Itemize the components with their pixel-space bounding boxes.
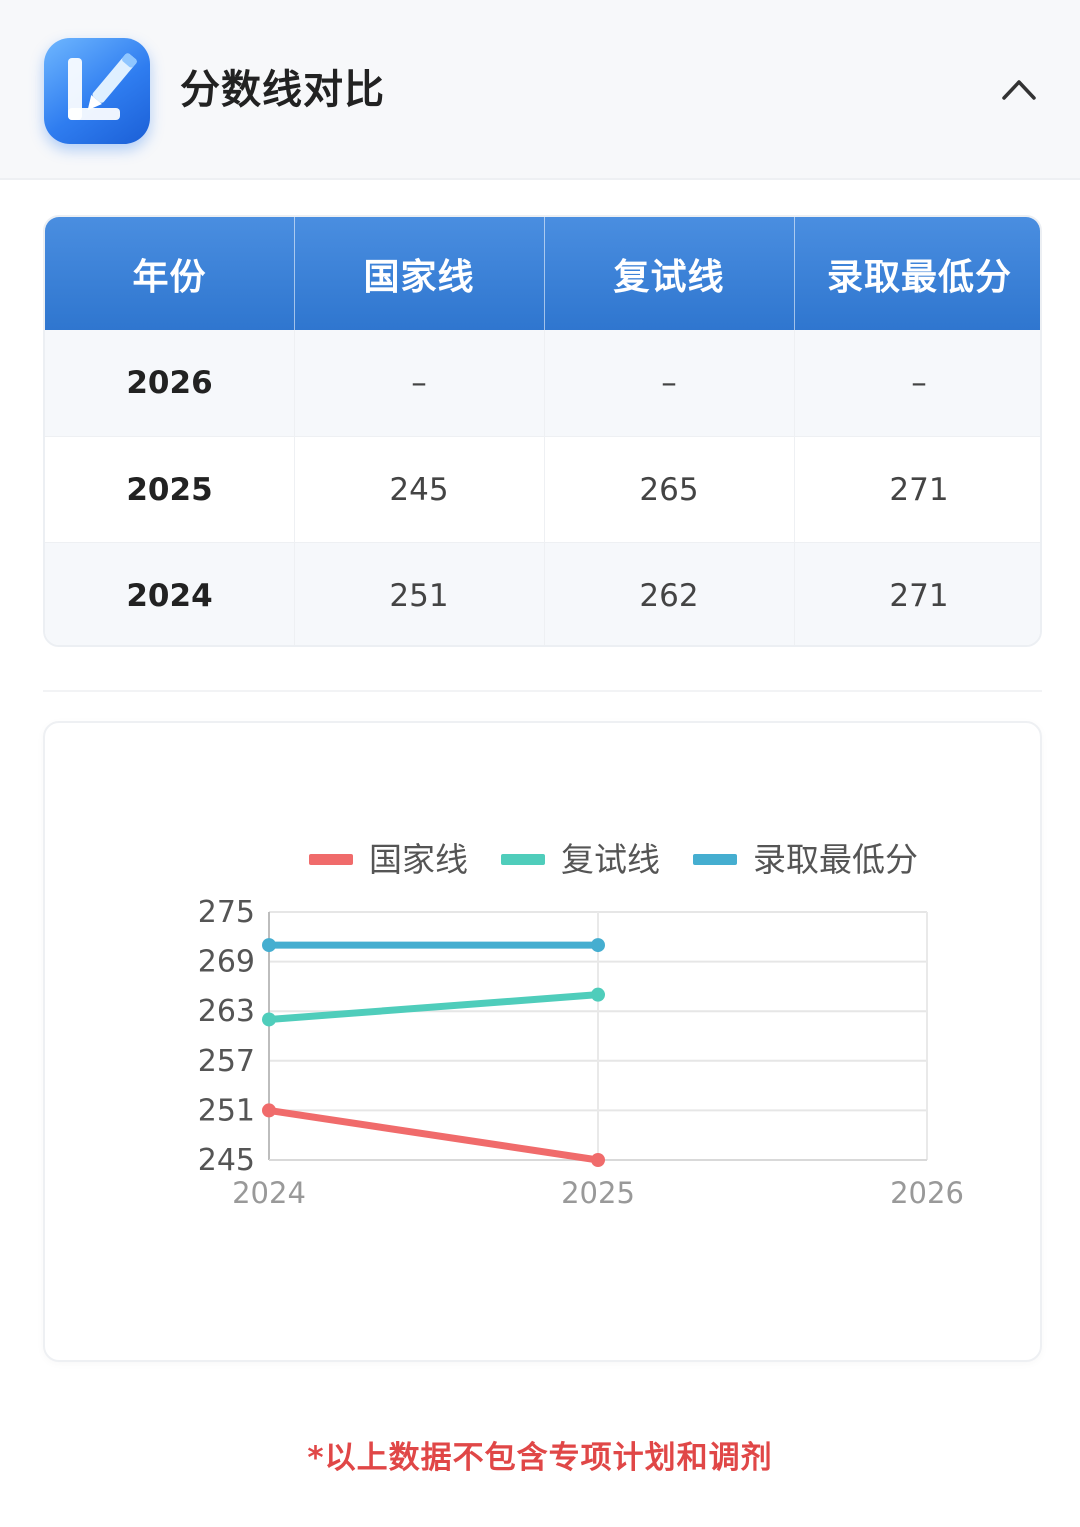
data-point — [262, 1103, 276, 1118]
chevron-up-icon[interactable] — [996, 66, 1042, 112]
legend-label: 国家线 — [369, 840, 468, 879]
data-point — [591, 938, 605, 953]
y-tick-label: 257 — [198, 1044, 255, 1079]
divider — [43, 690, 1042, 692]
data-point — [262, 1012, 276, 1027]
column-header-national-line: 国家线 — [294, 217, 543, 330]
table-cell: 265 — [544, 437, 793, 543]
table-row: 2024 251 262 271 — [45, 542, 1040, 645]
y-tick-label: 269 — [198, 945, 255, 980]
series-line — [265, 991, 602, 1023]
y-tick-label: 251 — [198, 1093, 255, 1128]
x-tick-label: 2026 — [890, 1176, 964, 1210]
x-tick-label: 2025 — [561, 1176, 635, 1210]
table-cell: 262 — [544, 543, 793, 645]
legend-swatch — [501, 854, 545, 865]
data-point — [591, 1153, 605, 1167]
line-chart-card: 245 251 257 263 269 275 2024 2025 2026 国家线 复试线 录取最低… — [43, 721, 1042, 1362]
table-cell: 2025 — [126, 472, 213, 508]
column-header-min-admission: 录取最低分 — [794, 217, 1040, 330]
pencil-note-icon — [44, 38, 150, 144]
table-cell: – — [794, 330, 1040, 436]
series-line — [265, 1106, 602, 1164]
table-cell: 245 — [294, 437, 543, 543]
y-tick-label: 275 — [198, 895, 255, 930]
legend-label: 录取最低分 — [753, 840, 918, 879]
y-tick-label: 245 — [198, 1143, 255, 1178]
table-row: 2026 – – – — [45, 330, 1040, 436]
line-chart: 245 251 257 263 269 275 2024 2025 2026 国家线 复试线 录取最低… — [198, 840, 964, 1210]
data-point — [262, 938, 276, 953]
page-title: 分数线对比 — [180, 67, 385, 113]
y-tick-label: 263 — [198, 994, 255, 1029]
x-tick-label: 2024 — [232, 1176, 306, 1210]
data-point — [591, 987, 605, 1002]
legend-swatch — [693, 854, 737, 865]
table-cell: – — [544, 330, 793, 436]
score-table: 年份 国家线 复试线 录取最低分 2026 – – – 2025 245 265… — [43, 215, 1042, 647]
column-header-retest-line: 复试线 — [544, 217, 793, 330]
table-row: 2025 245 265 271 — [45, 436, 1040, 543]
table-cell: 2024 — [126, 578, 213, 614]
section-header[interactable]: 分数线对比 — [0, 0, 1080, 180]
legend-swatch — [309, 854, 353, 865]
column-header-year: 年份 — [132, 256, 207, 298]
table-header: 年份 国家线 复试线 录取最低分 — [45, 217, 1040, 330]
legend-label: 复试线 — [561, 840, 660, 879]
table-cell: 271 — [794, 437, 1040, 543]
table-cell: 271 — [794, 543, 1040, 645]
table-cell: 251 — [294, 543, 543, 645]
table-cell: – — [294, 330, 543, 436]
table-cell: 2026 — [126, 365, 213, 401]
footnote: *以上数据不包含专项计划和调剂 — [307, 1440, 773, 1476]
